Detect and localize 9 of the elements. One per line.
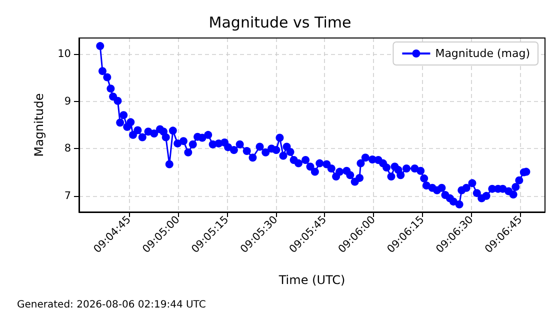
y-tick-label: 10: [58, 48, 71, 60]
y-tick-label: 8: [64, 142, 71, 155]
y-tick-label: 9: [64, 95, 71, 108]
x-axis-title: Time (UTC): [278, 273, 346, 287]
y-axis-title: Magnitude: [32, 93, 46, 157]
chart-title: Magnitude vs Time: [208, 14, 352, 32]
text: Generated: 2026-08-06 02:19:44 UTC: [17, 300, 206, 310]
y-tick-label: 7: [64, 190, 71, 202]
legend-label: Magnitude (mag): [435, 47, 530, 60]
